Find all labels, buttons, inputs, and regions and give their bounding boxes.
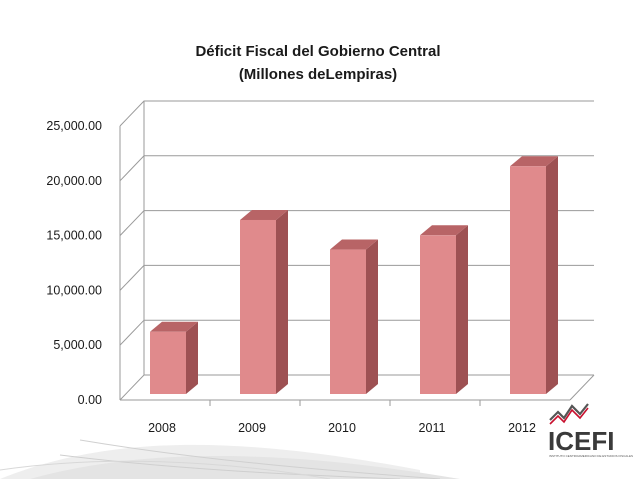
bar-top [150, 321, 198, 332]
logo-subtitle: INSTITUTO CENTROAMERICANO DE ESTUDIOS FI… [549, 454, 633, 458]
bar-top [420, 225, 468, 236]
y-tick-label: 20,000.00 [46, 174, 102, 188]
bar-front [150, 331, 186, 394]
gridlines [119, 100, 595, 406]
icefi-logo: ICEFI INSTITUTO CENTROAMERICANO DE ESTUD… [548, 403, 633, 458]
logo-text: ICEFI [548, 426, 614, 456]
bars [150, 156, 558, 394]
logo-chart-icon [549, 403, 589, 421]
background-swoosh-decoration [0, 439, 460, 479]
bar-2009 [240, 209, 288, 394]
bar-front [510, 166, 546, 394]
y-tick-label: 15,000.00 [46, 229, 102, 243]
x-tick-label: 2010 [328, 421, 356, 435]
y-tick-label: 5,000.00 [53, 338, 102, 352]
gridline [119, 100, 594, 127]
x-tick-label: 2011 [419, 421, 446, 435]
bar-2010 [330, 239, 378, 394]
bar-top [510, 156, 558, 167]
bar-side [186, 321, 198, 394]
bar-top [330, 239, 378, 250]
bar-front [420, 235, 456, 394]
bar-front [240, 219, 276, 394]
y-tick-label: 0.00 [78, 393, 102, 407]
bar-front [330, 249, 366, 394]
bar-side [276, 209, 288, 394]
y-axis-ticks: 0.00 5,000.00 10,000.00 15,000.00 20,000.00 2… [46, 119, 102, 407]
bar-side [546, 156, 558, 394]
x-tick-label: 2012 [508, 421, 536, 435]
bar-side [366, 239, 378, 394]
chart-title: Déficit Fiscal del Gobierno Central [195, 43, 440, 60]
logo-chart-icon-accent [549, 407, 589, 425]
chart-subtitle: (Millones deLempiras) [239, 66, 397, 83]
x-tick-label: 2009 [238, 421, 266, 435]
bar-top [240, 209, 288, 220]
floor-right-edge [569, 374, 595, 401]
y-tick-label: 10,000.00 [46, 283, 102, 297]
y-tick-label: 25,000.00 [46, 119, 102, 133]
bar-side [456, 225, 468, 394]
x-axis-ticks: 2008 2009 2010 2011 2012 [148, 421, 536, 435]
bar-2011 [420, 225, 468, 394]
bar-2012 [510, 156, 558, 394]
bar-2008 [150, 321, 198, 394]
x-tick-label: 2008 [148, 421, 176, 435]
